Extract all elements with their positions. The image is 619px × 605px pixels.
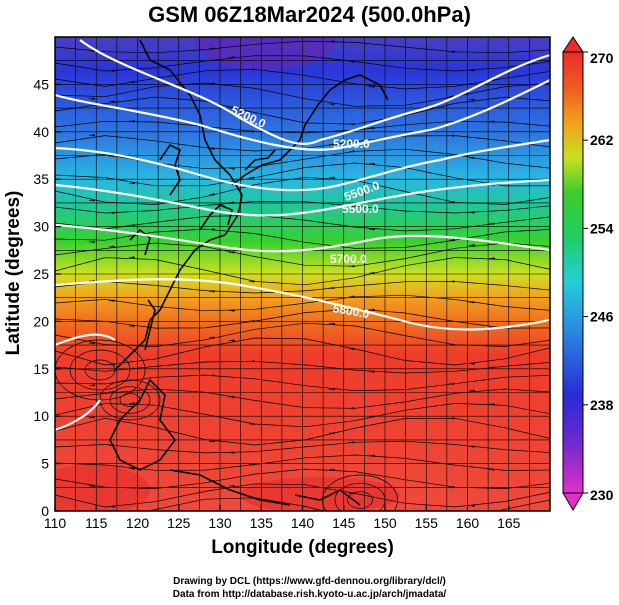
y-tick-label: 30	[33, 219, 49, 235]
colorbar-tick-label: 230	[590, 487, 614, 503]
colorbar-max-triangle	[562, 36, 584, 53]
colorbar: 230 238 246 254 262 270	[562, 36, 614, 511]
x-tick-label: 120	[126, 515, 150, 531]
x-tick-label: 125	[167, 515, 191, 531]
colorbar-tick-label: 238	[590, 397, 614, 413]
streamline	[55, 360, 550, 374]
x-axis: 110 115 120 125 130 135 140 145 150 155 160 165	[44, 505, 521, 531]
y-tick-label: 35	[33, 171, 49, 187]
streamline	[55, 483, 550, 508]
contour-label: 5200.0	[333, 137, 370, 151]
streamline	[55, 120, 550, 134]
x-axis-label: Longitude (degrees)	[211, 537, 394, 558]
y-tick-label: 40	[33, 124, 49, 140]
y-tick-label: 45	[33, 76, 49, 92]
streamline	[55, 82, 550, 107]
streamline	[55, 497, 550, 511]
y-axis: 0 5 10 15 20 25 30 35 40 45	[33, 76, 61, 519]
y-axis-label: Latitude (degrees)	[3, 190, 24, 356]
x-tick-label: 110	[44, 515, 67, 531]
x-tick-label: 160	[456, 515, 480, 531]
x-tick-label: 135	[250, 515, 274, 531]
y-tick-label: 0	[41, 503, 49, 519]
colorbar-tick-label: 270	[590, 50, 614, 66]
wind-streamlines	[55, 39, 550, 511]
streamline	[55, 374, 550, 391]
streamline-swirl	[347, 491, 373, 509]
x-tick-label: 140	[291, 515, 315, 531]
streamline	[55, 468, 550, 489]
streamline-swirl	[69, 349, 131, 391]
streamline	[55, 337, 550, 366]
streamline	[55, 55, 550, 72]
colorbar-min-triangle	[562, 492, 584, 511]
streamline	[55, 162, 550, 187]
y-tick-label: 15	[33, 361, 49, 377]
streamline	[55, 257, 550, 286]
streamline-swirl	[322, 474, 398, 511]
x-tick-label: 145	[332, 515, 356, 531]
streamline-swirl	[109, 386, 151, 414]
colorbar-tick-label: 254	[590, 220, 614, 236]
x-tick-label: 130	[208, 515, 232, 531]
streamline	[55, 294, 550, 312]
streamline	[55, 40, 550, 54]
streamline	[55, 281, 550, 294]
streamline	[55, 96, 550, 125]
y-tick-label: 10	[33, 408, 49, 424]
streamline	[55, 388, 550, 409]
x-tick-label: 165	[497, 515, 521, 531]
height-contours	[55, 39, 550, 432]
cold-core	[195, 37, 335, 70]
dcl-credit: Drawing by DCL (https://www.gfd-dennou.o…	[173, 576, 446, 587]
y-tick-label: 5	[41, 456, 49, 472]
colorbar-tick-label: 246	[590, 309, 614, 325]
contour-label: 5700.0	[330, 252, 367, 266]
lat-lon-grid	[55, 37, 550, 511]
streamline	[55, 69, 550, 90]
y-tick-label: 20	[33, 313, 49, 329]
contour-label: 5800.0	[332, 301, 371, 321]
y-tick-label: 25	[33, 266, 49, 282]
x-tick-label: 155	[415, 515, 439, 531]
x-tick-label: 150	[373, 515, 397, 531]
colorbar-tick-label: 262	[590, 132, 614, 148]
coastlines	[109, 39, 389, 506]
streamline	[55, 308, 550, 329]
x-tick-label: 115	[85, 515, 108, 531]
map-title: GSM 06Z18Mar2024 (500.0hPa)	[148, 2, 471, 27]
contour-label: 5500.0	[342, 202, 379, 216]
streamline	[55, 403, 550, 428]
streamline	[55, 242, 550, 267]
data-source-credit: Data from http://database.rish.kyoto-u.a…	[172, 589, 447, 600]
